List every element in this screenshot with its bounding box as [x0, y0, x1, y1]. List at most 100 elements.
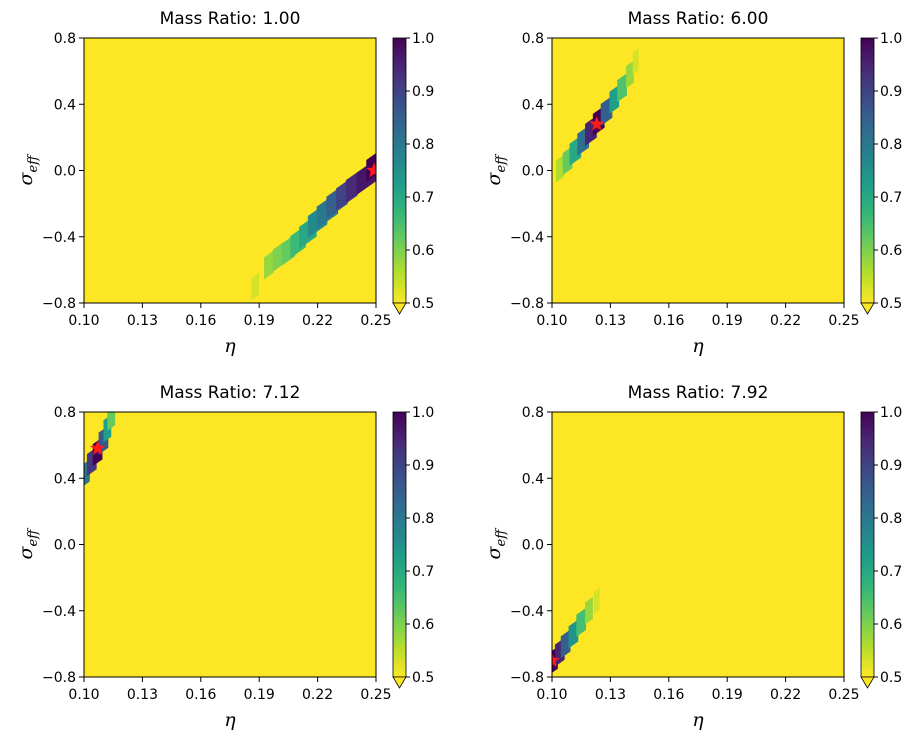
y-tick-label: 0.4 — [54, 97, 76, 113]
x-axis-label: η — [692, 335, 704, 357]
colorbar-tick-label: 0.5 — [412, 670, 434, 686]
x-tick-label: 0.16 — [653, 313, 684, 329]
panel-2: Mass Ratio: 6.00 0.10 0.13 0.16 0.19 0.22 0.25… — [483, 9, 902, 357]
heatmap-cell — [555, 155, 564, 183]
panel-4: Mass Ratio: 7.92 0.10 0.13 0.16 0.19 0.22 0.25… — [483, 383, 902, 730]
heatmap-band — [552, 587, 600, 675]
heatmap-background — [84, 38, 376, 303]
colorbar: 0.5 0.6 0.7 0.8 0.9 1.0 — [392, 31, 434, 315]
x-tick-label: 0.19 — [712, 313, 743, 329]
heatmap-cell — [625, 60, 634, 89]
y-tick-label: 0.4 — [54, 471, 76, 487]
x-axis-label: η — [224, 709, 236, 730]
heatmap-cell — [632, 48, 639, 75]
x-tick-label: 0.19 — [244, 687, 275, 703]
chart-title: Mass Ratio: 7.12 — [160, 383, 301, 403]
colorbar-tick-label: 1.0 — [880, 31, 902, 47]
x-tick-label: 0.10 — [536, 687, 567, 703]
colorbar-tick-label: 0.8 — [880, 511, 902, 527]
colorbar-gradient — [860, 411, 875, 678]
x-tick-label: 0.25 — [828, 687, 859, 703]
x-tick-label: 0.13 — [127, 313, 158, 329]
heatmap-cell — [107, 412, 116, 431]
chart-title: Mass Ratio: 7.92 — [628, 383, 769, 403]
colorbar-tick-label: 0.6 — [412, 243, 434, 259]
heatmap-band — [251, 149, 376, 301]
x-tick-label: 0.19 — [712, 687, 743, 703]
colorbar-tick-label: 0.9 — [880, 84, 902, 100]
colorbar-tick-label: 0.6 — [412, 617, 434, 633]
best-fit-star-marker — [552, 652, 560, 667]
y-tick-label: 0.4 — [522, 471, 544, 487]
colorbar-extend-triangle — [860, 676, 875, 689]
y-tick-label: 0.8 — [54, 405, 76, 421]
y-tick-label: −0.4 — [510, 230, 544, 246]
colorbar-tick-label: 0.7 — [880, 564, 902, 580]
colorbar-gradient — [392, 411, 407, 678]
colorbar-tick-label: 0.9 — [412, 458, 434, 474]
y-axis-label: σeff — [483, 527, 509, 560]
y-tick-label: 0.8 — [522, 31, 544, 47]
y-tick-label: −0.8 — [510, 296, 544, 312]
heatmap-cell — [585, 597, 593, 625]
colorbar: 0.5 0.6 0.7 0.8 0.9 1.0 — [860, 405, 902, 689]
colorbar-tick-label: 0.7 — [412, 564, 434, 580]
y-tick-label: −0.4 — [510, 604, 544, 620]
x-tick-label: 0.22 — [770, 313, 801, 329]
colorbar-tick-label: 0.9 — [880, 458, 902, 474]
x-tick-label: 0.25 — [360, 313, 391, 329]
y-axis-label: σeff — [15, 527, 41, 560]
colorbar-tick-label: 0.9 — [412, 84, 434, 100]
panel-3: Mass Ratio: 7.12 0.10 0.13 0.16 0.19 0.22 0.25… — [15, 383, 434, 730]
colorbar-tick-label: 0.5 — [880, 296, 902, 312]
colorbar-tick-label: 0.8 — [412, 137, 434, 153]
x-tick-label: 0.13 — [127, 687, 158, 703]
colorbar-tick-label: 1.0 — [412, 405, 434, 421]
best-fit-star-marker — [90, 440, 106, 455]
colorbar-tick-label: 1.0 — [880, 405, 902, 421]
heatmap-background — [84, 412, 376, 677]
y-tick-label: −0.4 — [42, 604, 76, 620]
x-tick-label: 0.16 — [653, 687, 684, 703]
x-axis-label: η — [224, 335, 236, 357]
x-tick-label: 0.13 — [595, 313, 626, 329]
x-tick-label: 0.10 — [68, 687, 99, 703]
y-tick-label: −0.8 — [510, 670, 544, 686]
colorbar: 0.5 0.6 0.7 0.8 0.9 1.0 — [392, 405, 434, 689]
y-tick-label: −0.8 — [42, 670, 76, 686]
colorbar-tick-label: 0.5 — [880, 670, 902, 686]
heatmap-cell — [264, 250, 274, 280]
x-tick-label: 0.16 — [185, 687, 216, 703]
heatmap-cell — [617, 73, 627, 103]
y-tick-label: 0.0 — [522, 164, 544, 180]
panel-1: Mass Ratio: 1.00 0.10 0.13 0.16 0.19 0.22 0.25… — [15, 9, 434, 357]
heatmap-cell — [560, 629, 571, 659]
heatmap-band — [555, 48, 639, 183]
x-tick-label: 0.25 — [360, 687, 391, 703]
heatmap-cell — [251, 272, 260, 301]
x-tick-label: 0.22 — [302, 313, 333, 329]
x-tick-label: 0.10 — [68, 313, 99, 329]
colorbar-gradient — [392, 37, 407, 304]
y-axis-label: σeff — [483, 153, 509, 186]
x-tick-label: 0.22 — [770, 687, 801, 703]
x-tick-label: 0.22 — [302, 687, 333, 703]
y-axis-label: σeff — [15, 153, 41, 186]
heatmap-cell — [593, 587, 600, 614]
colorbar-tick-label: 0.6 — [880, 243, 902, 259]
best-fit-star-marker — [589, 116, 605, 131]
chart-title: Mass Ratio: 1.00 — [160, 9, 301, 29]
colorbar-tick-label: 0.7 — [880, 190, 902, 206]
heatmap-cell — [576, 607, 587, 637]
colorbar-tick-label: 0.8 — [412, 511, 434, 527]
x-tick-label: 0.19 — [244, 313, 275, 329]
heatmap-cell — [568, 619, 579, 649]
colorbar-gradient — [860, 37, 875, 304]
colorbar-tick-label: 0.8 — [880, 137, 902, 153]
x-tick-label: 0.13 — [595, 687, 626, 703]
y-tick-label: 0.0 — [54, 164, 76, 180]
colorbar: 0.5 0.6 0.7 0.8 0.9 1.0 — [860, 31, 902, 315]
heatmap-cell — [609, 84, 620, 114]
colorbar-tick-label: 0.5 — [412, 296, 434, 312]
